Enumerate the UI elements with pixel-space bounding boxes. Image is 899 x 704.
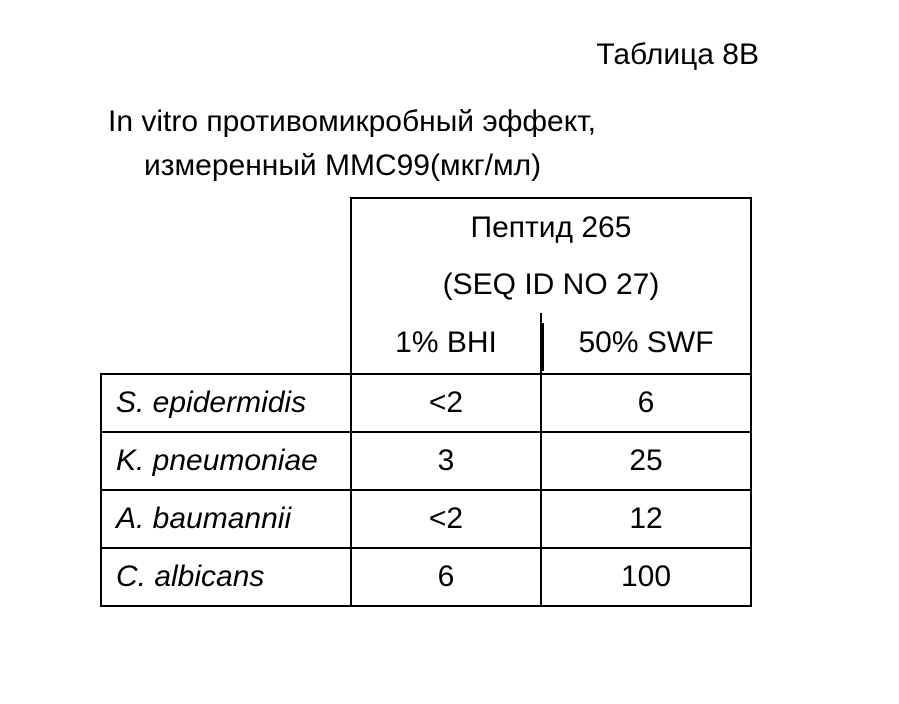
- organism-cell: K. pneumoniae: [101, 432, 351, 490]
- organism-cell: A. baumannii: [101, 490, 351, 548]
- column-group-header-line1: Пептид 265: [351, 198, 751, 257]
- header-row-group-2: (SEQ ID NO 27): [101, 257, 751, 313]
- value-cell-bhi: 6: [351, 548, 541, 606]
- value-cell-swf: 100: [541, 548, 751, 606]
- value-cell-bhi: <2: [351, 490, 541, 548]
- column-header-bhi-text: 1% BHI: [395, 326, 497, 360]
- value-cell-bhi: <2: [351, 374, 541, 432]
- caption-line-2: измеренный MMC99(мкг/мл): [144, 144, 899, 188]
- value-cell-bhi: 3: [351, 432, 541, 490]
- organism-cell: C. albicans: [101, 548, 351, 606]
- value-cell-swf: 6: [541, 374, 751, 432]
- table-row: A. baumannii <2 12: [101, 490, 751, 548]
- blank-cell: [101, 313, 351, 374]
- column-header-swf: 50% SWF: [541, 313, 751, 374]
- header-divider: [542, 323, 544, 371]
- table-row: C. albicans 6 100: [101, 548, 751, 606]
- organism-cell: S. epidermidis: [101, 374, 351, 432]
- column-header-swf-text: 50% SWF: [578, 326, 713, 360]
- blank-cell: [101, 198, 351, 257]
- blank-cell: [101, 257, 351, 313]
- value-cell-swf: 12: [541, 490, 751, 548]
- antimicrobial-table: Пептид 265 (SEQ ID NO 27) 1% BHI 50% SWF…: [100, 197, 752, 607]
- header-row-group-1: Пептид 265: [101, 198, 751, 257]
- table-number-label: Таблица 8В: [596, 38, 759, 72]
- table-row: K. pneumoniae 3 25: [101, 432, 751, 490]
- table-row: S. epidermidis <2 6: [101, 374, 751, 432]
- table-container: Пептид 265 (SEQ ID NO 27) 1% BHI 50% SWF…: [100, 197, 899, 607]
- table-caption: In vitro противомикробный эффект, измере…: [108, 100, 899, 187]
- header-row-sub: 1% BHI 50% SWF: [101, 313, 751, 374]
- value-cell-swf: 25: [541, 432, 751, 490]
- page: Таблица 8В In vitro противомикробный эфф…: [0, 0, 899, 704]
- column-header-bhi: 1% BHI: [351, 313, 541, 374]
- caption-line-1: In vitro противомикробный эффект,: [108, 100, 899, 144]
- column-group-header-line2: (SEQ ID NO 27): [351, 257, 751, 313]
